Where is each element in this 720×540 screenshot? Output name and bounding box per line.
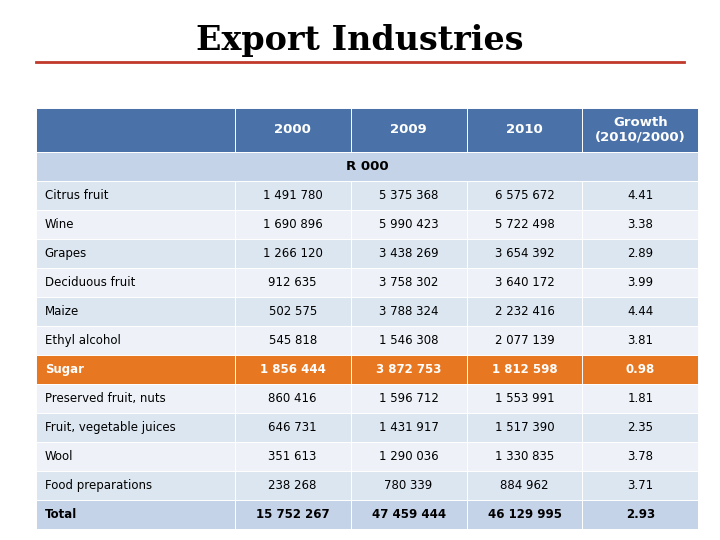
Text: 2.35: 2.35	[627, 421, 654, 434]
Text: 3 640 172: 3 640 172	[495, 276, 554, 289]
Text: 780 339: 780 339	[384, 479, 433, 492]
Text: 47 459 444: 47 459 444	[372, 508, 446, 521]
Text: 4.44: 4.44	[627, 305, 654, 318]
Text: Preserved fruit, nuts: Preserved fruit, nuts	[45, 392, 166, 405]
Text: 1 431 917: 1 431 917	[379, 421, 438, 434]
Text: 4.41: 4.41	[627, 188, 654, 201]
Text: 1 812 598: 1 812 598	[492, 363, 557, 376]
Text: 3 438 269: 3 438 269	[379, 247, 438, 260]
Text: 1 266 120: 1 266 120	[263, 247, 323, 260]
Text: 3.99: 3.99	[627, 276, 654, 289]
Text: 912 635: 912 635	[269, 276, 317, 289]
Text: 860 416: 860 416	[269, 392, 317, 405]
Text: 2009: 2009	[390, 123, 427, 136]
Text: 3 758 302: 3 758 302	[379, 276, 438, 289]
Text: 5 990 423: 5 990 423	[379, 218, 438, 231]
Text: 15 752 267: 15 752 267	[256, 508, 330, 521]
Text: 2.89: 2.89	[627, 247, 654, 260]
Text: 1 690 896: 1 690 896	[263, 218, 323, 231]
Text: Ethyl alcohol: Ethyl alcohol	[45, 334, 120, 347]
Text: 1 553 991: 1 553 991	[495, 392, 554, 405]
Text: 2 077 139: 2 077 139	[495, 334, 554, 347]
Text: Fruit, vegetable juices: Fruit, vegetable juices	[45, 421, 176, 434]
Text: 1 330 835: 1 330 835	[495, 450, 554, 463]
Text: 46 129 995: 46 129 995	[487, 508, 562, 521]
Text: 2010: 2010	[506, 123, 543, 136]
Text: 2.93: 2.93	[626, 508, 655, 521]
Text: 3 788 324: 3 788 324	[379, 305, 438, 318]
Text: R 000: R 000	[346, 160, 389, 173]
Text: Wool: Wool	[45, 450, 73, 463]
Text: 3.81: 3.81	[627, 334, 654, 347]
Text: Grapes: Grapes	[45, 247, 87, 260]
Text: 0.98: 0.98	[626, 363, 655, 376]
Text: 5 375 368: 5 375 368	[379, 188, 438, 201]
Text: 3.78: 3.78	[627, 450, 654, 463]
Text: 3.71: 3.71	[627, 479, 654, 492]
Text: 1 856 444: 1 856 444	[260, 363, 325, 376]
Text: 502 575: 502 575	[269, 305, 317, 318]
Text: 1 290 036: 1 290 036	[379, 450, 438, 463]
Text: 1.81: 1.81	[627, 392, 654, 405]
Text: 2 232 416: 2 232 416	[495, 305, 554, 318]
Text: 3.38: 3.38	[628, 218, 653, 231]
Text: Wine: Wine	[45, 218, 74, 231]
Text: 5 722 498: 5 722 498	[495, 218, 554, 231]
Text: 238 268: 238 268	[269, 479, 317, 492]
Text: 1 546 308: 1 546 308	[379, 334, 438, 347]
Text: 3 872 753: 3 872 753	[376, 363, 441, 376]
Text: Total: Total	[45, 508, 77, 521]
Text: 545 818: 545 818	[269, 334, 317, 347]
Text: Sugar: Sugar	[45, 363, 84, 376]
Text: Growth
(2010/2000): Growth (2010/2000)	[595, 116, 686, 144]
Text: Export Industries: Export Industries	[197, 24, 523, 57]
Text: 351 613: 351 613	[269, 450, 317, 463]
Text: Maize: Maize	[45, 305, 79, 318]
Text: 1 517 390: 1 517 390	[495, 421, 554, 434]
Text: Deciduous fruit: Deciduous fruit	[45, 276, 135, 289]
Text: 646 731: 646 731	[269, 421, 317, 434]
Text: 6 575 672: 6 575 672	[495, 188, 554, 201]
Text: 1 491 780: 1 491 780	[263, 188, 323, 201]
Text: Food preparations: Food preparations	[45, 479, 152, 492]
Text: 3 654 392: 3 654 392	[495, 247, 554, 260]
Text: 2000: 2000	[274, 123, 311, 136]
Text: Citrus fruit: Citrus fruit	[45, 188, 108, 201]
Text: 884 962: 884 962	[500, 479, 549, 492]
Text: 1 596 712: 1 596 712	[379, 392, 438, 405]
